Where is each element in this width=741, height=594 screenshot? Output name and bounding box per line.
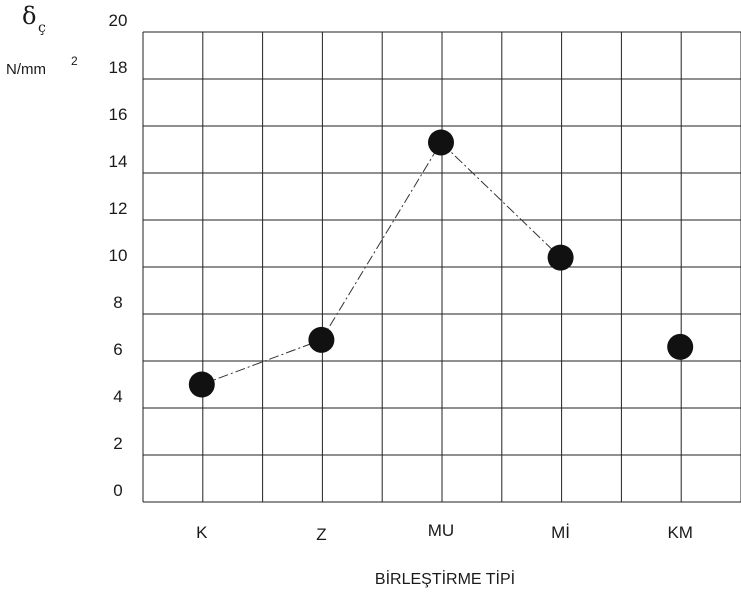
- y-tick-label: 18: [109, 58, 128, 77]
- y-tick-label: 0: [113, 481, 122, 500]
- data-point: [188, 371, 215, 398]
- x-tick-label: KM: [667, 523, 693, 542]
- y-tick-label: 2: [113, 434, 122, 453]
- x-axis-categories: K Z MU Mİ KM: [196, 521, 693, 544]
- y-tick-label: 8: [113, 293, 122, 312]
- x-tick-label: Z: [316, 525, 326, 544]
- grid: [142, 31, 741, 503]
- y-tick-label: 6: [113, 340, 122, 359]
- series-line: [201, 141, 561, 385]
- y-axis-unit-superscript: 2: [71, 54, 78, 68]
- y-tick-label: 10: [109, 246, 128, 265]
- y-axis-symbol: δ: [22, 2, 36, 30]
- x-axis-title: BİRLEŞTİRME TİPİ: [375, 569, 515, 588]
- y-axis-subscript: ç: [38, 20, 46, 36]
- data-points: [188, 129, 694, 398]
- y-tick-label: 16: [109, 105, 128, 124]
- y-axis-label: δ ç N/mm 2: [6, 2, 78, 78]
- series-connector: [201, 141, 561, 385]
- y-axis-ticks: 0 2 4 6 8 10 12 14 16 18 20: [109, 11, 128, 500]
- data-point: [428, 129, 454, 156]
- x-tick-label: K: [196, 523, 208, 542]
- data-point: [308, 326, 335, 353]
- x-tick-label: MU: [428, 521, 454, 540]
- y-tick-label: 20: [109, 11, 128, 30]
- data-point: [547, 244, 574, 271]
- y-tick-label: 12: [109, 199, 128, 218]
- y-tick-label: 14: [109, 152, 128, 171]
- y-axis-unit: N/mm: [6, 61, 46, 78]
- x-tick-label: Mİ: [551, 523, 570, 542]
- y-tick-label: 4: [113, 387, 122, 406]
- data-point: [667, 333, 694, 360]
